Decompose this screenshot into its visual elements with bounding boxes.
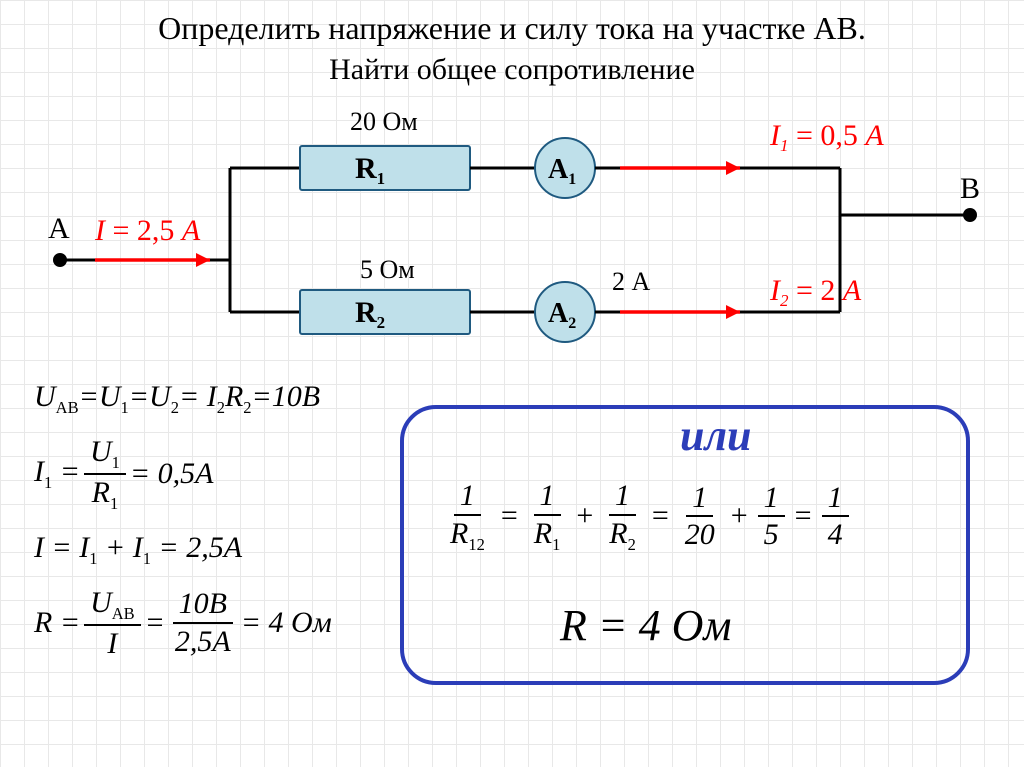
equations-block: UAB=U1=U2= I2R2=10B I1 = U1R1 = 0,5A I =… [34,380,332,677]
eq-i1: I1 = U1R1 = 0,5A [34,436,332,513]
eq-isum: I = I1 + I1 = 2,5A [34,531,332,569]
circuit-diagram: А В R1 20 Ом A1 R2 5 Ом A2 2 А I = 2,5 A… [0,90,1024,360]
a2-reading: 2 А [612,267,651,296]
node-a-label: А [48,212,70,245]
title-line-2: Найти общее сопротивление [0,50,1024,89]
current-i2-label: I2 = 2 A [769,274,862,310]
eq-r: R = UABI = 10B2,5A = 4 Ом [34,587,332,660]
eq-parallel-resistance: 1R12 = 1R1 + 1R2 = 120 + 15 = 14 [440,480,853,553]
title-line-1: Определить напряжение и силу тока на уча… [0,8,1024,50]
problem-title: Определить напряжение и силу тока на уча… [0,0,1024,89]
node-b-label: В [960,172,980,205]
current-i1-label: I1 = 0,5 A [769,119,884,155]
r2-ohm: 5 Ом [360,255,415,284]
r1-ohm: 20 Ом [350,107,418,136]
current-i-label: I = 2,5 A [94,214,201,247]
alternative-title: или [680,410,752,461]
eq-result: R = 4 Ом [560,600,731,651]
eq-uab: UAB=U1=U2= I2R2=10B [34,380,332,418]
